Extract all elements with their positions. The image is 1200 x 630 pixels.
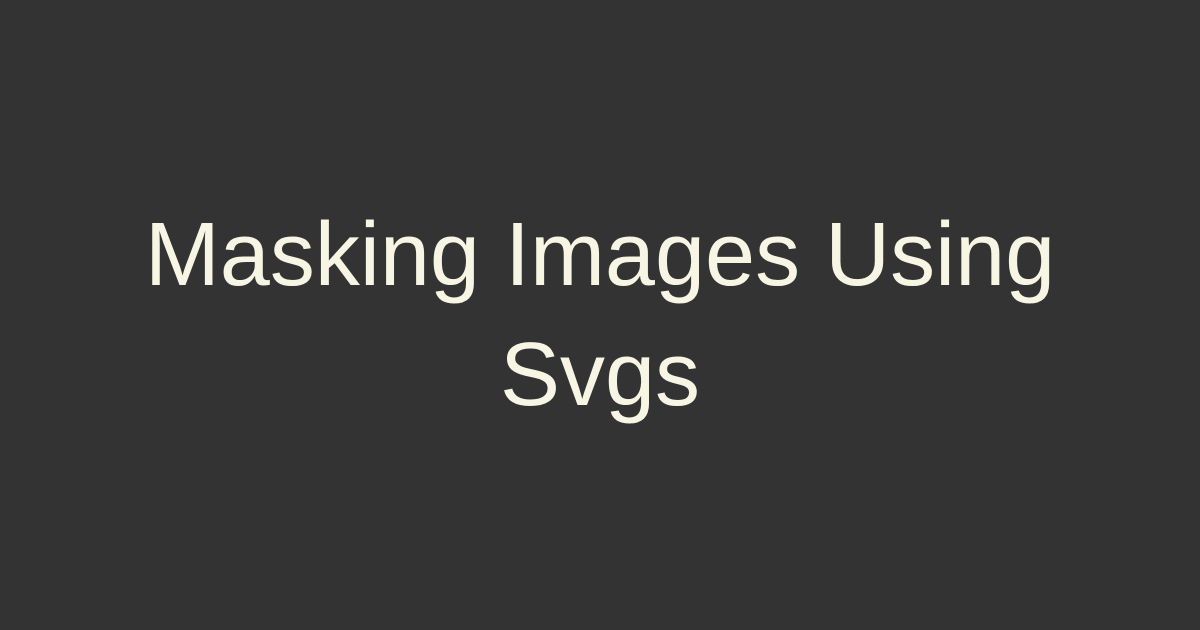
page-title: Masking Images Using Svgs — [144, 205, 1056, 425]
